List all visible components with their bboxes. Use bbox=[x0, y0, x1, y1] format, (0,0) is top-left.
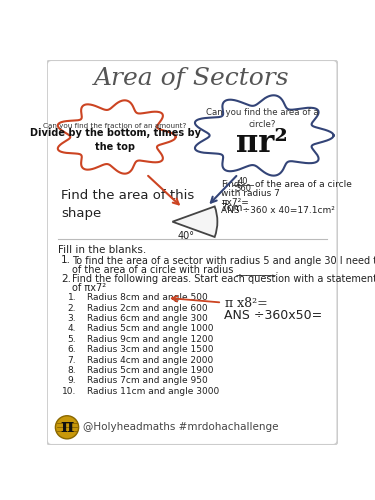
Text: 40: 40 bbox=[238, 177, 248, 186]
Text: of πx7²: of πx7² bbox=[72, 284, 106, 294]
Text: 1.: 1. bbox=[68, 294, 76, 302]
Text: @Holyheadmaths #mrdohachallenge: @Holyheadmaths #mrdohachallenge bbox=[83, 422, 279, 432]
Polygon shape bbox=[58, 100, 176, 174]
Text: 7cm: 7cm bbox=[220, 203, 242, 213]
Text: 3.: 3. bbox=[68, 314, 76, 323]
Text: ANS ÷360 x 40=17.1cm²: ANS ÷360 x 40=17.1cm² bbox=[221, 206, 335, 216]
Text: Radius 6cm and angle 300: Radius 6cm and angle 300 bbox=[87, 314, 208, 323]
Text: 5.: 5. bbox=[68, 335, 76, 344]
Text: 6.: 6. bbox=[68, 346, 76, 354]
Text: Divide by the bottom, times by
the top: Divide by the bottom, times by the top bbox=[30, 128, 201, 152]
Text: 2.: 2. bbox=[61, 274, 71, 284]
Text: π: π bbox=[60, 418, 74, 436]
Text: Area of Sectors: Area of Sectors bbox=[94, 67, 290, 90]
Text: Radius 7cm and angle 950: Radius 7cm and angle 950 bbox=[87, 376, 208, 386]
Text: Radius 8cm and angle 500: Radius 8cm and angle 500 bbox=[87, 294, 208, 302]
Circle shape bbox=[56, 416, 79, 439]
Text: ANS ÷360x50=: ANS ÷360x50= bbox=[224, 308, 322, 322]
Text: Radius 5cm and angle 1000: Radius 5cm and angle 1000 bbox=[87, 324, 214, 334]
Text: To find the area of a sector with radius 5 and angle 30 I need to find ______: To find the area of a sector with radius… bbox=[72, 255, 375, 266]
Text: Can you find the fraction of an amount?: Can you find the fraction of an amount? bbox=[44, 123, 187, 129]
Text: 9.: 9. bbox=[68, 376, 76, 386]
Text: Find the following areas. Start each question with a statement e.g 50/ 360: Find the following areas. Start each que… bbox=[72, 274, 375, 284]
Text: Find: Find bbox=[221, 180, 240, 189]
Text: 40°: 40° bbox=[178, 230, 195, 240]
Text: Can you find the area of a
circle?: Can you find the area of a circle? bbox=[206, 108, 319, 128]
Text: 360: 360 bbox=[235, 184, 251, 193]
Text: 7.: 7. bbox=[68, 356, 76, 364]
Text: 2.: 2. bbox=[68, 304, 76, 312]
Text: πx7²=: πx7²= bbox=[221, 198, 249, 207]
FancyBboxPatch shape bbox=[47, 60, 338, 445]
Text: 8.: 8. bbox=[68, 366, 76, 375]
Text: Radius 5cm and angle 1900: Radius 5cm and angle 1900 bbox=[87, 366, 214, 375]
Text: Radius 11cm and angle 3000: Radius 11cm and angle 3000 bbox=[87, 387, 219, 396]
Text: 10.: 10. bbox=[62, 387, 76, 396]
Text: of the area of a circle with radius ________.: of the area of a circle with radius ____… bbox=[72, 264, 278, 275]
Text: Fill in the blanks.: Fill in the blanks. bbox=[58, 245, 147, 255]
Text: Radius 3cm and angle 1500: Radius 3cm and angle 1500 bbox=[87, 346, 214, 354]
Text: π x8²=: π x8²= bbox=[225, 297, 268, 310]
Text: Radius 9cm and angle 1200: Radius 9cm and angle 1200 bbox=[87, 335, 213, 344]
Text: πr²: πr² bbox=[237, 128, 288, 158]
Text: of the area of a circle: of the area of a circle bbox=[255, 180, 352, 189]
Wedge shape bbox=[172, 206, 217, 237]
Polygon shape bbox=[195, 96, 334, 176]
Text: Radius 4cm and angle 2000: Radius 4cm and angle 2000 bbox=[87, 356, 213, 364]
Text: with radius 7: with radius 7 bbox=[221, 188, 280, 198]
Text: 4.: 4. bbox=[68, 324, 76, 334]
Text: 1.: 1. bbox=[61, 255, 71, 265]
Text: Find the area of this
shape: Find the area of this shape bbox=[61, 190, 194, 220]
Text: Radius 2cm and angle 600: Radius 2cm and angle 600 bbox=[87, 304, 208, 312]
